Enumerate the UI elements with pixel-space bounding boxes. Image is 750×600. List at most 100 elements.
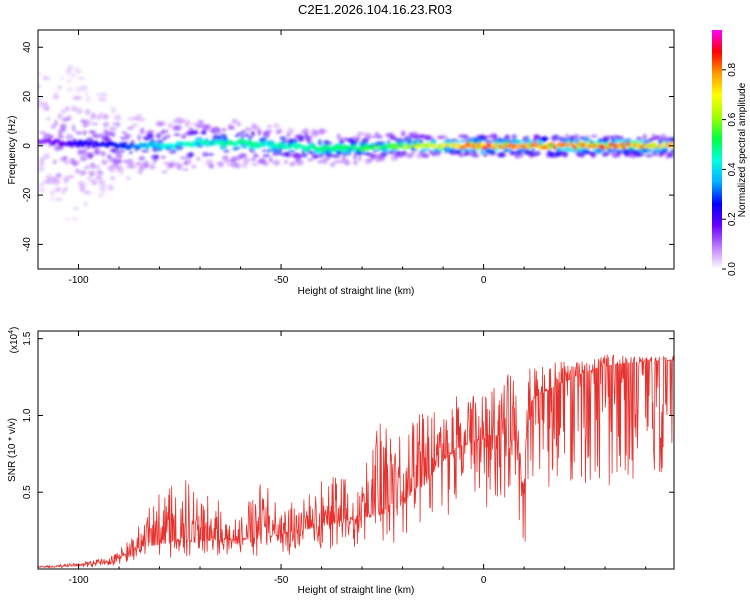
heatmap-cell: [38, 84, 41, 91]
heatmap-cell: [121, 131, 127, 135]
snr-x-ticks: -100 -50 0: [37, 331, 647, 586]
heatmap-cell: [455, 150, 462, 155]
heatmap-cell: [77, 148, 83, 156]
heatmap-cell: [542, 137, 550, 141]
heatmap-cell: [38, 97, 43, 104]
heatmap-panel: -100 -50 0 -40 -20 0 20 40 Height of straight …: [7, 29, 675, 297]
heatmap-cell: [93, 148, 101, 155]
heatmap-cell: [45, 105, 50, 111]
heatmap-cell: [638, 141, 643, 145]
heatmap-cell: [670, 149, 674, 153]
heatmap-cell: [287, 128, 295, 135]
heatmap-cell: [165, 147, 173, 151]
heatmap-cell: [111, 109, 116, 115]
heatmap-cell: [85, 96, 91, 103]
heatmap-cell: [535, 150, 541, 156]
heatmap-cell: [184, 119, 192, 125]
heatmap-cell: [283, 159, 288, 165]
heatmap-cell: [100, 188, 106, 193]
heatmap-cell: [375, 158, 381, 163]
heatmap-cell: [57, 84, 62, 91]
heatmap-cell: [96, 170, 104, 176]
heatmap-cell: [262, 149, 267, 153]
heatmap-cell: [440, 135, 448, 140]
heatmap-cell: [90, 179, 98, 185]
heatmap-cell: [173, 133, 181, 137]
heatmap-cell: [272, 151, 279, 157]
heatmap-cell: [156, 132, 162, 139]
heatmap-cell: [38, 187, 46, 193]
heatmap-frame: [37, 29, 675, 270]
heatmap-cell: [267, 124, 272, 128]
heatmap-cell: [462, 134, 467, 141]
heatmap-cell: [242, 145, 247, 149]
heatmap-cell: [332, 153, 337, 159]
heatmap-cell: [59, 123, 67, 130]
heatmap-cell: [69, 73, 77, 78]
colorbar-tick-label: 0.2: [727, 212, 738, 226]
heatmap-cell: [175, 125, 182, 131]
heatmap-cell: [83, 201, 88, 207]
snr-x-axis-label: Height of straight line (km): [298, 585, 415, 596]
heatmap-cell: [84, 165, 90, 170]
heatmap-cell: [77, 69, 83, 74]
heatmap-cell: [112, 158, 119, 165]
snr-frame: [37, 330, 675, 570]
heatmap-cell: [184, 159, 192, 165]
heatmap-cell: [72, 128, 77, 132]
heatmap-cell: [96, 176, 102, 180]
heatmap-cell: [60, 109, 66, 115]
heatmap-cell: [569, 135, 576, 139]
heatmap-cell: [590, 134, 598, 138]
heatmap-cell: [199, 120, 204, 126]
heatmap-cell: [160, 121, 167, 126]
snr-x-tick-label: -100: [69, 575, 89, 586]
heatmap-cell: [202, 152, 209, 157]
heatmap-cell: [58, 129, 62, 136]
heatmap-cell: [346, 151, 352, 156]
heatmap-cell: [85, 145, 92, 150]
heatmap-y-tick-label: 0: [22, 143, 33, 149]
heatmap-cell: [317, 139, 322, 146]
heatmap-cell: [227, 162, 233, 167]
heatmap-cell: [129, 126, 136, 129]
heatmap-cell: [279, 136, 287, 141]
heatmap-cell: [432, 153, 441, 157]
heatmap-cell: [562, 150, 569, 157]
snr-multiplier-label: (x104): [8, 327, 20, 354]
heatmap-cell: [161, 170, 168, 174]
heatmap-cell: [84, 91, 89, 95]
heatmap-cell: [251, 131, 255, 138]
heatmap-cell: [590, 151, 596, 159]
heatmap-ridge-cell: [670, 143, 674, 150]
heatmap-cell: [94, 146, 99, 149]
heatmap-cell: [552, 134, 560, 139]
heatmap-cell: [72, 206, 79, 211]
heatmap-cell: [66, 87, 74, 92]
heatmap-cell: [642, 133, 647, 141]
heatmap-cell: [41, 102, 49, 106]
heatmap-cell: [265, 129, 273, 134]
heatmap-cell: [517, 152, 524, 159]
heatmap-cell: [118, 167, 125, 174]
heatmap-cell: [208, 164, 215, 169]
heatmap-cell: [64, 217, 71, 221]
heatmap-ridge-cell: [89, 141, 94, 145]
heatmap-cell: [66, 115, 72, 121]
heatmap-cell: [127, 117, 135, 121]
heatmap-cell: [84, 108, 91, 116]
heatmap-cell: [79, 155, 88, 162]
heatmap-cell: [262, 161, 269, 167]
heatmap-cell: [88, 154, 93, 160]
snr-y-tick-label: 1.5: [22, 331, 33, 345]
heatmap-cell: [156, 139, 164, 145]
heatmap-cell: [416, 152, 422, 159]
heatmap-cell: [207, 153, 215, 156]
heatmap-cell: [175, 144, 184, 151]
snr-y-axis-label: SNR (10 * v/v): [7, 418, 18, 482]
snr-x-tick-label: 0: [481, 575, 487, 586]
heatmap-cell: [480, 142, 486, 147]
heatmap-cell: [597, 138, 604, 143]
heatmap-cell: [266, 148, 271, 153]
